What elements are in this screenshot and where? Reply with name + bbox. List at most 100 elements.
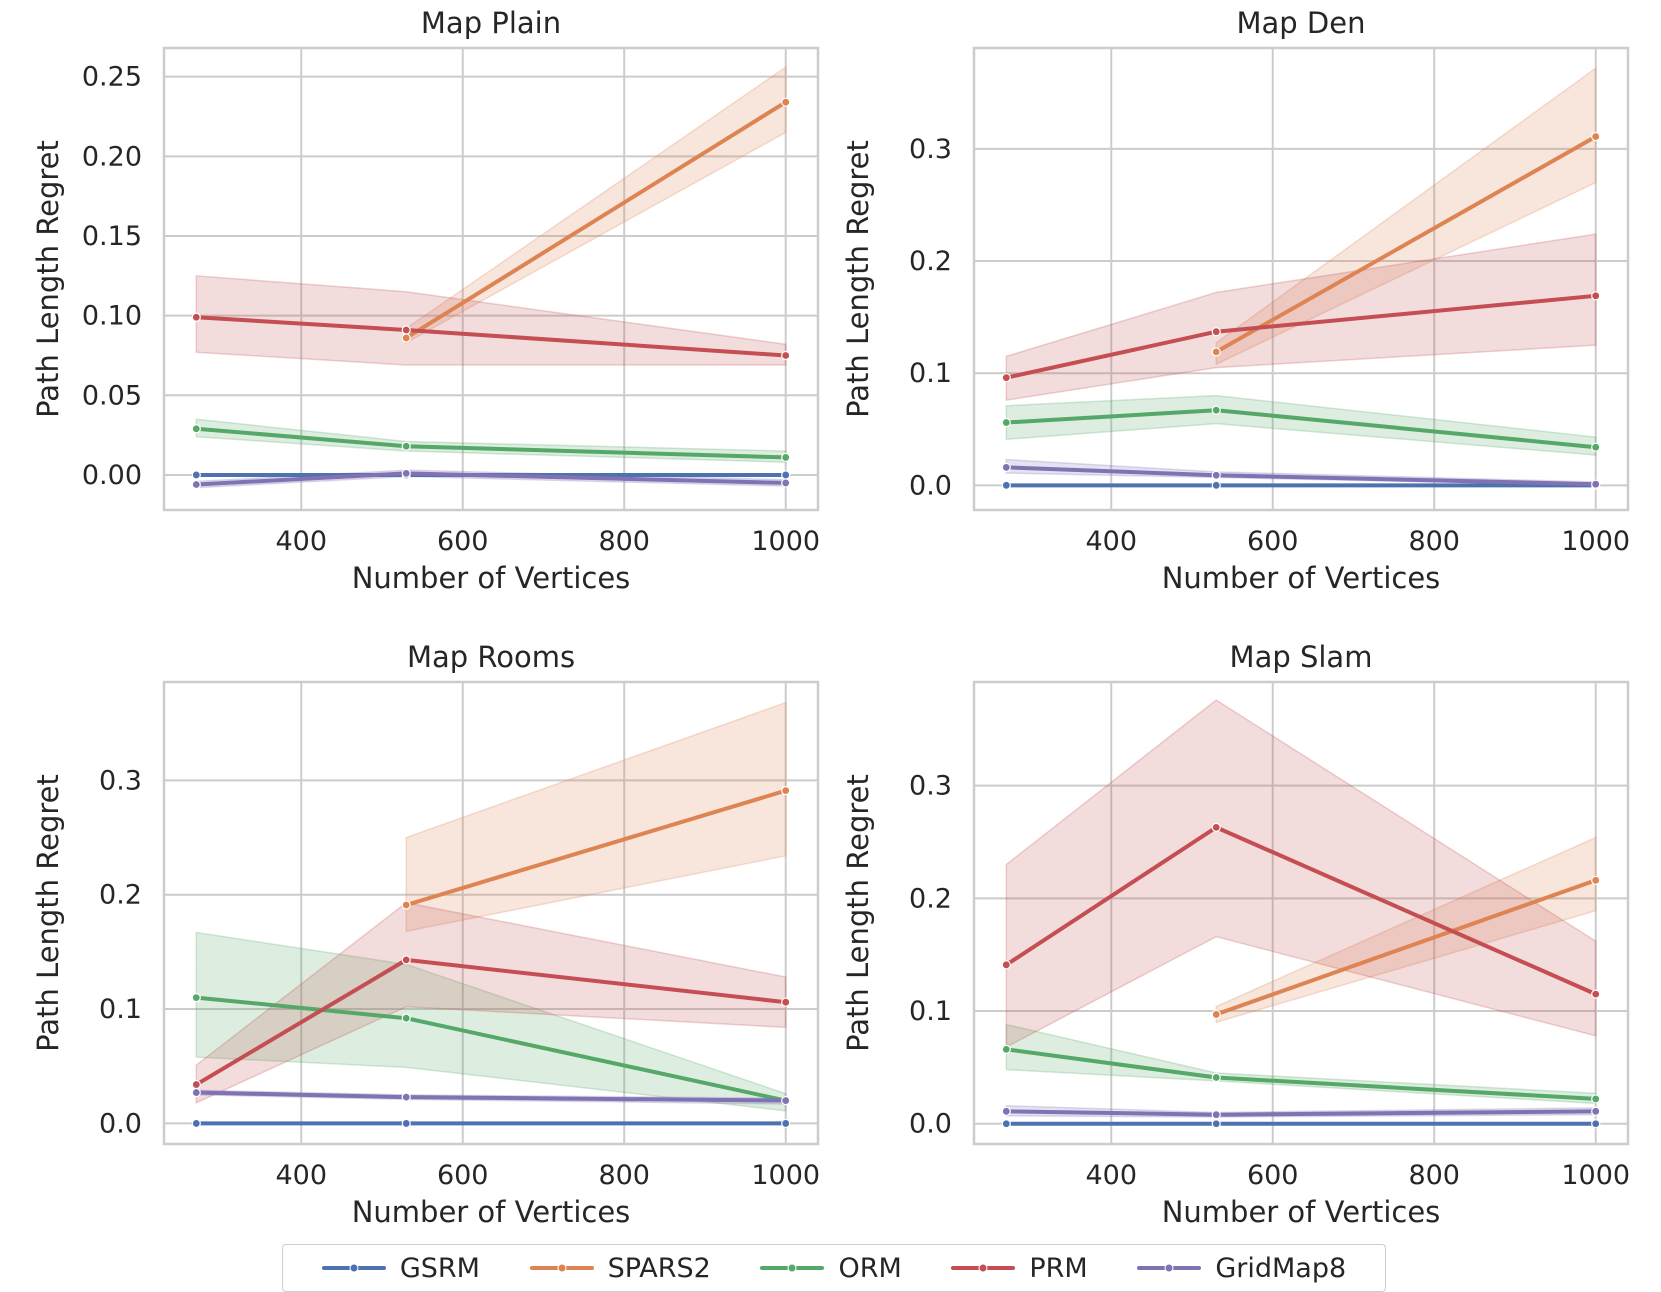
- map-rooms-xlabel: Number of Vertices: [352, 1195, 631, 1229]
- map-rooms-xtick-label-0: 400: [275, 1160, 327, 1191]
- map-slam-point-gridmap8-0: [1001, 1106, 1011, 1116]
- map-den-xlabel: Number of Vertices: [1162, 561, 1441, 595]
- map-plain-ytick-label-0: 0.00: [82, 460, 142, 491]
- map-rooms-point-gridmap8-2: [781, 1095, 791, 1106]
- map-rooms-point-prm-2: [781, 997, 791, 1007]
- map-rooms-frame: [162, 680, 820, 1146]
- map-den-xtick-label-2: 800: [1408, 526, 1460, 557]
- map-plain-point-spars2-1: [781, 97, 791, 107]
- map-plain-point-gridmap8-2: [781, 478, 791, 488]
- map-den-point-orm-2: [1591, 442, 1601, 452]
- legend-item-spars2: SPARS2: [529, 1252, 711, 1284]
- map-slam-ytick-label-1: 0.1: [909, 996, 952, 1027]
- map-plain-point-spars2-0: [401, 333, 411, 343]
- map-slam-ytick-label-2: 0.2: [909, 883, 952, 914]
- map-rooms-point-spars2-1: [781, 786, 791, 796]
- map-den-band-prm: [1005, 233, 1597, 401]
- map-den-xtick-label-1: 600: [1247, 526, 1299, 557]
- map-den-ytick-label-0: 0.0: [909, 470, 952, 501]
- map-rooms-point-prm-0: [191, 1079, 201, 1090]
- map-slam-point-orm-0: [1001, 1044, 1011, 1054]
- map-rooms-ytick-label-0: 0.0: [99, 1108, 142, 1139]
- legend-swatch-gridmap8: [1137, 1263, 1202, 1273]
- map-slam-point-gsrm-2: [1591, 1119, 1601, 1129]
- map-slam-frame: [972, 680, 1630, 1146]
- map-plain-title: Map Plain: [421, 6, 561, 40]
- legend-item-gridmap8: GridMap8: [1137, 1253, 1346, 1284]
- map-den-point-gridmap8-1: [1211, 470, 1221, 480]
- map-slam-title: Map Slam: [1230, 640, 1373, 674]
- map-rooms-point-gridmap8-1: [401, 1092, 411, 1102]
- map-plain-point-prm-2: [781, 350, 791, 361]
- legend-item-prm: PRM: [951, 1253, 1088, 1284]
- map-plain-xtick-label-1: 600: [437, 526, 489, 557]
- map-slam-point-prm-1: [1211, 822, 1221, 832]
- legend-item-orm: ORM: [760, 1252, 902, 1284]
- map-plain-ytick-label-4: 0.20: [82, 141, 142, 172]
- map-plain-xtick-label-2: 800: [598, 526, 650, 557]
- map-plain-point-gsrm-2: [781, 470, 791, 480]
- map-plain-point-orm-1: [401, 441, 411, 451]
- map-den-frame: [972, 46, 1630, 512]
- map-rooms-ytick-label-2: 0.2: [99, 880, 142, 911]
- map-rooms-xtick-label-1: 600: [437, 1160, 489, 1191]
- map-plain-point-gridmap8-0: [191, 479, 201, 490]
- map-rooms-ytick-label-3: 0.3: [99, 765, 142, 796]
- map-plain-point-prm-1: [401, 325, 411, 335]
- map-slam-ytick-label-0: 0.0: [909, 1109, 952, 1140]
- map-den-point-orm-1: [1211, 405, 1221, 415]
- map-rooms-point-gridmap8-0: [191, 1087, 201, 1098]
- legend-label-gridmap8: GridMap8: [1215, 1252, 1347, 1284]
- map-plain-ytick-label-2: 0.10: [82, 301, 142, 332]
- map-den-xtick-label-3: 1000: [1561, 526, 1630, 557]
- map-den-band-orm: [1005, 394, 1597, 456]
- map-plain-xtick-label-0: 400: [275, 526, 327, 557]
- map-den-point-gridmap8-0: [1001, 462, 1011, 472]
- map-rooms-ylabel: Path Length Regret: [31, 774, 65, 1052]
- map-slam-point-spars2-1: [1591, 875, 1601, 885]
- map-slam-point-spars2-0: [1211, 1009, 1221, 1020]
- map-den-xtick-label-0: 400: [1085, 526, 1137, 557]
- map-slam-point-gsrm-0: [1001, 1119, 1011, 1129]
- map-plain-xlabel: Number of Vertices: [352, 561, 631, 595]
- map-den-point-prm-0: [1001, 373, 1011, 383]
- map-den-ytick-label-2: 0.2: [909, 246, 952, 277]
- map-rooms-point-gsrm-0: [191, 1118, 201, 1129]
- map-slam-xlabel: Number of Vertices: [1162, 1195, 1441, 1229]
- legend-label-spars2: SPARS2: [607, 1252, 711, 1284]
- map-den-point-spars2-0: [1211, 347, 1221, 357]
- map-slam-line-spars2: [1214, 878, 1598, 1017]
- legend-label-orm: ORM: [838, 1252, 902, 1284]
- map-slam-point-gridmap8-2: [1591, 1106, 1601, 1116]
- map-den-band-spars2: [1215, 66, 1597, 366]
- map-den-point-prm-2: [1591, 291, 1601, 301]
- map-den-line-spars2: [1214, 134, 1598, 354]
- map-rooms-point-orm-0: [191, 993, 201, 1003]
- map-rooms-xtick-label-2: 800: [598, 1160, 650, 1191]
- map-slam-point-orm-2: [1591, 1094, 1601, 1104]
- map-slam-ytick-label-3: 0.3: [909, 771, 952, 802]
- map-rooms-point-orm-1: [401, 1013, 411, 1023]
- map-plain-ylabel: Path Length Regret: [31, 140, 65, 418]
- map-rooms-line-spars2: [404, 788, 788, 907]
- map-den-title: Map Den: [1237, 6, 1366, 40]
- panel-map-rooms: 400 600 800 1000 0.0 0.1 0.2 0.3 Map Rooms Number…: [31, 640, 820, 1229]
- figure: 400 600 800 1000 0.00 0.05 0.10 0.15 0.20 0.25 Map…: [31, 6, 1630, 1229]
- map-slam-point-gsrm-1: [1211, 1119, 1221, 1129]
- map-den-point-gsrm-1: [1211, 480, 1221, 490]
- map-den-point-gsrm-0: [1001, 480, 1011, 490]
- map-rooms-point-gsrm-2: [781, 1118, 791, 1129]
- legend-label-gsrm: GSRM: [399, 1252, 480, 1284]
- map-den-ytick-label-1: 0.1: [909, 358, 952, 389]
- legend-swatch-gsrm: [321, 1263, 386, 1273]
- map-slam-band-orm: [1005, 1023, 1597, 1105]
- map-den-point-prm-1: [1211, 327, 1221, 337]
- legend-item-gsrm: GSRM: [321, 1252, 480, 1284]
- map-plain-point-prm-0: [191, 312, 201, 322]
- map-den-point-spars2-1: [1591, 131, 1601, 142]
- map-rooms-point-prm-1: [401, 955, 411, 965]
- map-plain-xtick-label-3: 1000: [751, 526, 820, 557]
- map-rooms-ytick-label-1: 0.1: [99, 994, 142, 1025]
- panel-map-plain: 400 600 800 1000 0.00 0.05 0.10 0.15 0.20 0.25 Map…: [31, 6, 820, 595]
- map-rooms-point-gsrm-1: [401, 1118, 411, 1129]
